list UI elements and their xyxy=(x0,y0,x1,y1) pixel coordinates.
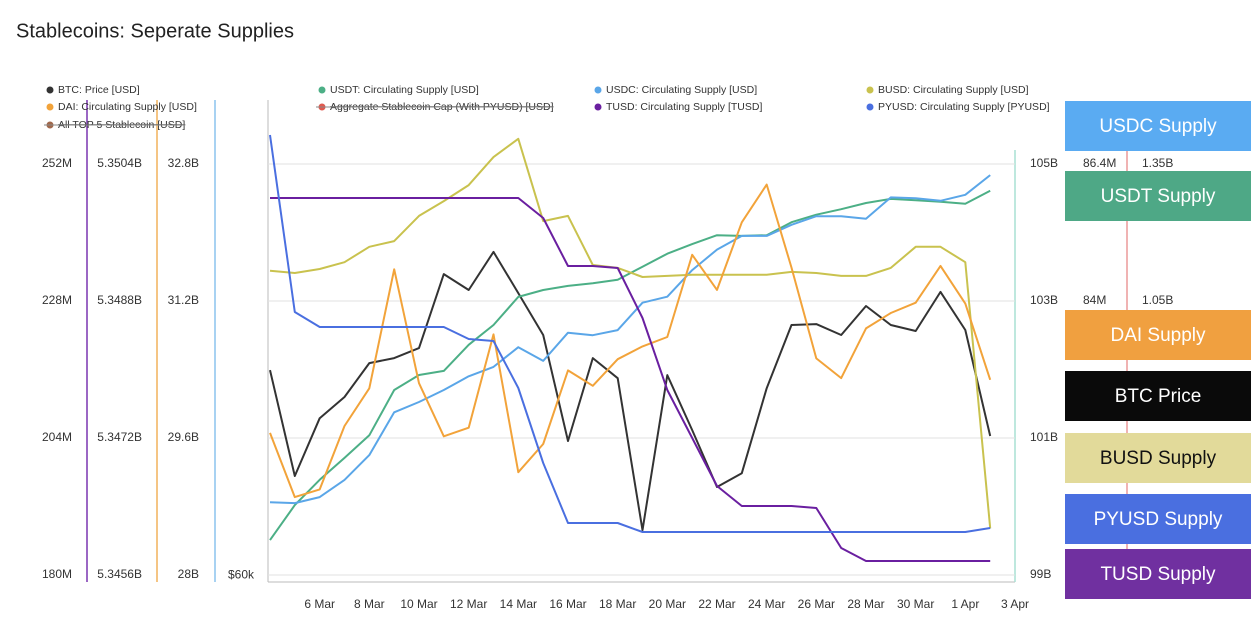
chart-title: Stablecoins: Seperate Supplies xyxy=(16,20,294,42)
legend-label: BUSD: Circulating Supply [USD] xyxy=(878,84,1029,96)
y-tick-label: 5.3488B xyxy=(97,293,142,307)
x-tick-label: 24 Mar xyxy=(748,597,785,611)
legend-label: BTC: Price [USD] xyxy=(58,84,140,96)
annotation-box xyxy=(1065,433,1251,483)
y-tick-label: 99B xyxy=(1030,567,1051,581)
x-tick-label: 6 Mar xyxy=(304,597,335,611)
series-line xyxy=(270,197,991,562)
x-tick-label: 8 Mar xyxy=(354,597,385,611)
x-tick-label: 18 Mar xyxy=(599,597,636,611)
annotation-label: USDT Supply xyxy=(1101,186,1216,207)
y-tick-label: 29.6B xyxy=(168,430,199,444)
annotation-label: DAI Supply xyxy=(1110,325,1206,346)
y-tick-label: 1.35B xyxy=(1142,156,1173,170)
series-line xyxy=(269,183,992,499)
x-tick-label: 28 Mar xyxy=(847,597,884,611)
series-line xyxy=(269,134,991,533)
legend-marker xyxy=(594,103,602,111)
y-tick-label: 5.3504B xyxy=(97,156,142,170)
legend-marker xyxy=(866,103,874,111)
legend-label: PYUSD: Circulating Supply [PYUSD] xyxy=(878,101,1050,113)
y-tick-label: 5.3456B xyxy=(97,567,142,581)
annotation-label: TUSD Supply xyxy=(1100,564,1216,585)
x-tick-label: 30 Mar xyxy=(897,597,934,611)
y-tick-label: 180M xyxy=(42,567,72,581)
y-tick-label: 204M xyxy=(42,430,72,444)
x-tick-label: 1 Apr xyxy=(951,597,979,611)
x-tick-label: 14 Mar xyxy=(500,597,537,611)
y-tick-label: 252M xyxy=(42,156,72,170)
x-tick-label: 16 Mar xyxy=(549,597,586,611)
x-tick-label: 20 Mar xyxy=(649,597,686,611)
series-line xyxy=(269,250,992,532)
legend-label: USDT: Circulating Supply [USD] xyxy=(330,84,479,96)
x-tick-label: 3 Apr xyxy=(1001,597,1029,611)
x-tick-label: 26 Mar xyxy=(798,597,835,611)
annotation-box xyxy=(1065,101,1251,151)
legend-marker xyxy=(46,103,54,111)
x-tick-label: 10 Mar xyxy=(400,597,437,611)
annotation-box xyxy=(1065,494,1251,544)
legend-label: TUSD: Circulating Supply [TUSD] xyxy=(606,101,762,113)
legend-marker xyxy=(46,86,54,94)
annotation-label: USDC Supply xyxy=(1099,116,1217,137)
y-tick-label: 105B xyxy=(1030,156,1058,170)
x-tick-label: 22 Mar xyxy=(698,597,735,611)
series-line xyxy=(269,174,991,505)
annotation-box xyxy=(1065,310,1251,360)
y-tick-label: 228M xyxy=(42,293,72,307)
y-tick-label: $60k xyxy=(228,567,255,581)
x-tick-label: 12 Mar xyxy=(450,597,487,611)
y-tick-label: 31.2B xyxy=(168,293,199,307)
y-tick-label: 5.3472B xyxy=(97,430,142,444)
y-tick-label: 1.05B xyxy=(1142,293,1173,307)
y-tick-label: 84M xyxy=(1083,293,1106,307)
annotation-box xyxy=(1065,171,1251,221)
legend-marker xyxy=(866,86,874,94)
annotation-label: PYUSD Supply xyxy=(1094,509,1223,530)
series-line xyxy=(269,137,992,529)
annotation-label: BUSD Supply xyxy=(1100,448,1217,469)
legend-marker xyxy=(318,86,326,94)
annotation-label: BTC Price xyxy=(1115,386,1202,407)
y-tick-label: 86.4M xyxy=(1083,156,1116,170)
legend-label: DAI: Circulating Supply [USD] xyxy=(58,101,197,113)
y-tick-label: 101B xyxy=(1030,430,1058,444)
y-tick-label: 103B xyxy=(1030,293,1058,307)
legend-label: USDC: Circulating Supply [USD] xyxy=(606,84,757,96)
y-tick-label: 28B xyxy=(178,567,199,581)
annotation-box xyxy=(1065,371,1251,421)
annotation-box xyxy=(1065,549,1251,599)
legend-marker xyxy=(594,86,602,94)
y-tick-label: 32.8B xyxy=(168,156,199,170)
series-line xyxy=(269,189,991,541)
